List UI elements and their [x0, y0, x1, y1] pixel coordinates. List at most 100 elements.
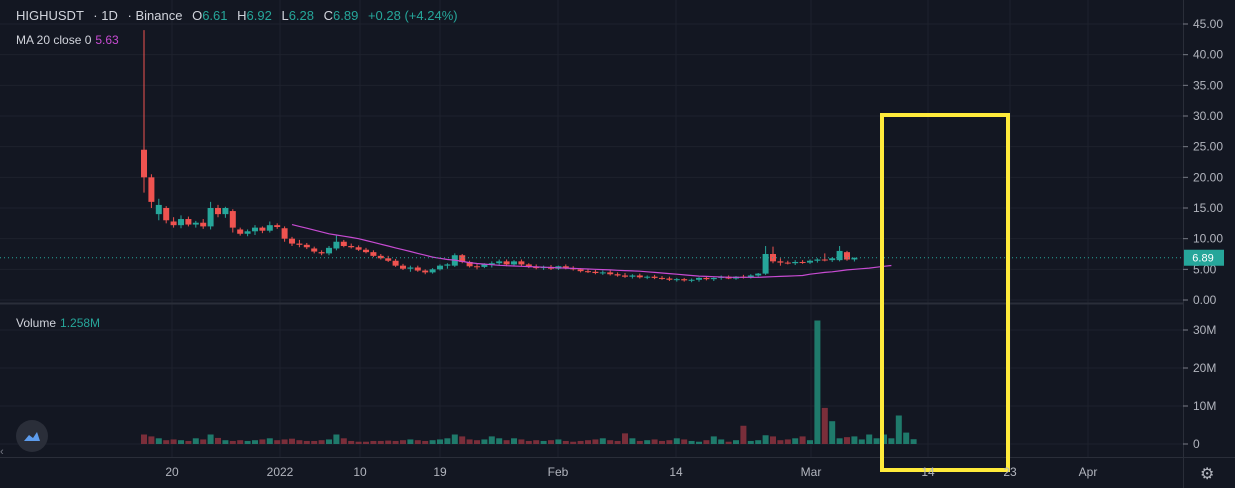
volume-bar: [562, 440, 569, 444]
candle-body: [792, 261, 799, 264]
volume-bar: [673, 438, 680, 444]
volume-bar: [466, 439, 473, 444]
volume-bar: [518, 439, 525, 444]
volume-bar: [821, 407, 828, 444]
volume-bar: [296, 440, 303, 444]
volume-bar: [266, 438, 273, 444]
volume-bar: [540, 440, 547, 444]
price-axis[interactable]: 45.00 40.00 35.00 30.00 25.00 20.00 15.00 10.00…: [1183, 17, 1223, 307]
candle-body: [511, 261, 517, 265]
open-label: O: [192, 8, 203, 23]
candle-body: [807, 260, 813, 263]
candle-body: [784, 262, 791, 264]
candle-body: [303, 244, 310, 248]
volume-axis[interactable]: 30M 20M 10M 0: [1183, 323, 1216, 451]
volume-bar: [311, 440, 318, 444]
gear-icon[interactable]: ⚙: [1200, 466, 1215, 483]
volume-bar: [318, 440, 325, 444]
volume-bar: [799, 436, 806, 444]
volume-bar: [252, 440, 258, 444]
candle-body: [377, 255, 384, 259]
ma-value: 5.63: [95, 33, 119, 47]
volume-bar: [718, 439, 725, 444]
volume-bar: [533, 440, 540, 444]
candle-body: [311, 248, 318, 252]
volume-bar: [222, 440, 229, 444]
volume-bar: [703, 440, 710, 444]
volume-bar: [170, 439, 177, 444]
volume-bar: [185, 440, 192, 444]
volume-bar: [141, 434, 147, 444]
candle-body: [688, 279, 695, 281]
volume-bar: [385, 440, 392, 444]
volume-bar: [844, 437, 850, 444]
volume-bar: [622, 433, 628, 444]
volume-legend[interactable]: Volume 1.258M: [16, 316, 100, 330]
volume-bar: [666, 440, 673, 444]
volume-bar: [148, 436, 155, 444]
candle-body: [777, 261, 784, 263]
ma-legend[interactable]: MA 20 close 0 5.63: [16, 33, 119, 47]
volume-bar: [451, 434, 458, 444]
volume-bar: [155, 438, 162, 444]
candle-body: [429, 269, 436, 273]
candle-body: [747, 275, 754, 278]
candle-body: [592, 271, 599, 274]
volume-bar: [303, 440, 310, 444]
candle-body: [518, 261, 525, 265]
candle-body: [666, 278, 673, 280]
candle-body: [422, 270, 429, 273]
candle-body: [192, 222, 199, 225]
candle-body: [488, 263, 495, 265]
low-label: L: [281, 8, 289, 23]
candle-body: [326, 247, 332, 254]
volume-bar: [607, 440, 614, 444]
time-tick-label: Apr: [1079, 465, 1098, 479]
volume-bar: [851, 436, 858, 444]
volume-bar: [770, 436, 776, 444]
volume-bar: [710, 436, 717, 444]
symbol-name[interactable]: HIGHUSDT: [16, 8, 84, 23]
volume-bar: [444, 438, 451, 444]
candle-body: [585, 271, 591, 273]
price-tick-label: 10.00: [1193, 232, 1223, 246]
volume-bar: [400, 440, 406, 444]
volume-tick-label: 30M: [1193, 323, 1216, 337]
candle-body: [437, 265, 443, 270]
candle-body: [821, 259, 828, 261]
volume-value: 1.258M: [60, 316, 101, 330]
volume-bar: [496, 438, 503, 444]
time-axis[interactable]: 20 2022 10 19 Feb 14 Mar 14 23 Apr: [165, 465, 1097, 479]
tradingview-cloud-icon[interactable]: [16, 420, 48, 452]
grid-lines: [0, 0, 1183, 457]
interval[interactable]: 1D: [101, 8, 118, 23]
volume-bar: [511, 438, 517, 444]
volume-bar: [688, 440, 695, 444]
volume-bar: [725, 441, 732, 444]
candle-body: [318, 252, 325, 254]
candle-body: [607, 272, 614, 275]
chart-header[interactable]: HIGHUSDT · 1D · Binance O6.61 H6.92 L6.2…: [16, 8, 458, 23]
candle-body: [229, 211, 236, 228]
volume-bar: [895, 415, 902, 444]
volume-bar: [178, 440, 184, 444]
candle-body: [141, 149, 147, 178]
candle-body: [629, 275, 636, 277]
ma-label: MA 20 close 0: [16, 33, 92, 47]
candle-body: [681, 279, 688, 281]
chevron-left-icon[interactable]: ‹: [0, 446, 4, 458]
last-price-label: 6.89: [1192, 253, 1213, 265]
volume-bar: [740, 425, 747, 444]
last-price-badge: 6.89: [1184, 249, 1224, 266]
candle-body: [836, 250, 843, 261]
candle-body: [200, 222, 207, 227]
volume-bar: [289, 438, 295, 444]
volume-bar: [814, 320, 821, 444]
separator: ·: [93, 8, 98, 23]
close-value: 6.89: [333, 8, 359, 23]
volume-bar: [696, 441, 702, 444]
volume-bar: [229, 440, 236, 444]
candle-body: [599, 272, 606, 274]
volume-bar: [888, 438, 895, 444]
